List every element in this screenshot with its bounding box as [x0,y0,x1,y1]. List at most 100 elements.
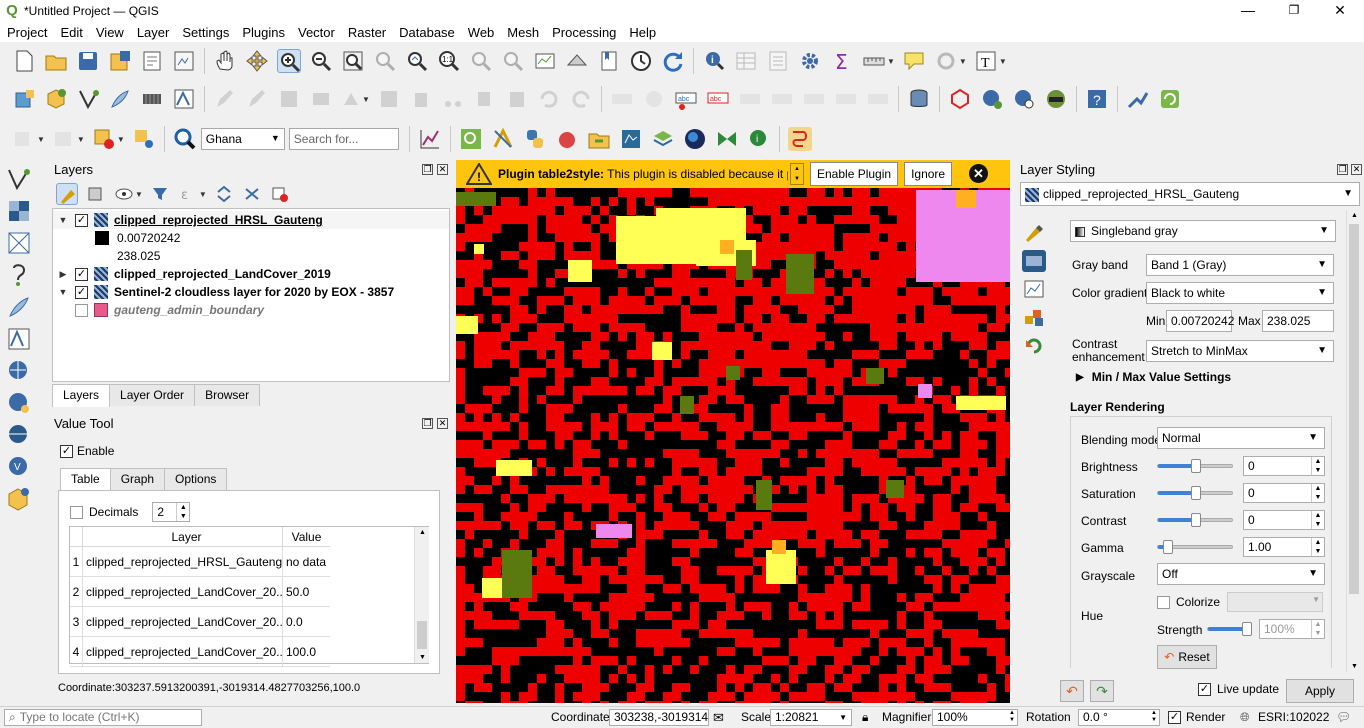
map-tips-icon[interactable] [902,49,926,73]
strength-slider[interactable] [1207,622,1252,636]
layer-visibility-checkbox[interactable]: ✓ [75,285,88,299]
visibility-dropdown-icon[interactable]: ▼ [135,189,143,199]
add-wcs-layer-icon[interactable] [6,422,32,448]
paste-features-icon[interactable] [505,87,529,111]
measure-dropdown-icon[interactable]: ▼ [887,56,895,66]
column-header-value[interactable]: Value [282,527,330,547]
layer-visibility-checkbox[interactable]: ✓ [75,213,88,227]
web-globe-add-icon[interactable] [980,87,1004,111]
expand-all-icon[interactable] [214,184,234,204]
digitize-vertex-icon[interactable] [76,87,100,111]
close-panel-icon[interactable]: ✕ [437,418,448,429]
contrast-slider[interactable] [1157,513,1233,527]
maximize-button[interactable]: ❐ [1288,3,1300,17]
table-cell-value[interactable]: 100.0 [282,637,330,667]
menu-plugins[interactable]: Plugins [242,24,285,40]
spin-arrows-icon[interactable]: ▲ ▼ [1311,538,1324,556]
print-layout-icon[interactable] [140,49,164,73]
table-cell-value[interactable]: 50.0 [282,577,330,607]
annotation-dropdown-icon[interactable]: ▼ [958,56,967,66]
open-attribute-table-icon[interactable] [734,49,758,73]
color-gradient-combo[interactable]: Black to white ▼ [1146,282,1334,304]
deselect-dropdown-icon[interactable]: ▼ [116,134,125,144]
identify-features-icon[interactable]: i [702,49,726,73]
web-globe-search-icon[interactable] [1012,87,1036,111]
georeferencer-icon[interactable] [1126,87,1150,111]
curve-plugin-icon[interactable] [787,127,812,151]
zoom-out-icon[interactable] [309,49,333,73]
spin-arrows-icon[interactable]: ▲ ▼ [1151,710,1157,723]
select-by-value-icon[interactable] [52,127,76,151]
flame-plugin-icon[interactable] [555,127,579,151]
column-header-layer[interactable]: Layer [82,527,290,547]
zoom-layer-icon[interactable] [405,49,429,73]
rotation-spinbox[interactable]: 0.0 ° ▲ ▼ [1078,709,1160,726]
extents-icon[interactable]: ✉ [713,710,724,725]
open-field-calculator-icon[interactable] [766,49,790,73]
reset-button[interactable]: ↶ Reset [1157,645,1217,669]
modify-attributes-icon[interactable] [377,87,401,111]
slider-knob[interactable] [1191,513,1201,527]
scroll-thumb[interactable] [417,621,427,649]
spin-arrows-icon[interactable]: ▲ ▼ [1009,710,1015,723]
add-wfs-layer-icon[interactable] [6,390,32,416]
locator-input[interactable]: ⌕ Type to locate (Ctrl+K) [4,709,202,726]
vertex-tool-icon[interactable] [341,87,361,111]
zoom-full-icon[interactable] [341,49,365,73]
layer-item-hrsl[interactable]: ▼ ✓ clipped_reprojected_HRSL_Gauteng [53,211,449,229]
cut-features-icon[interactable] [441,87,465,111]
layers-stack-icon[interactable] [651,127,675,151]
db-manager-icon[interactable] [907,87,931,111]
zoom-selection-icon[interactable] [373,49,397,73]
pin-labels-icon[interactable] [738,87,762,111]
close-panel-icon[interactable]: ✕ [1351,164,1362,175]
bowtie-plugin-icon[interactable] [715,127,739,151]
table-cell-layer[interactable]: clipped_reprojected_LandCover_20... [82,607,282,637]
float-panel-icon[interactable]: ❐ [1337,164,1348,175]
ignore-button[interactable]: Ignore [904,162,953,186]
menu-vector[interactable]: Vector [297,24,335,40]
enable-checkbox[interactable]: ✓ [60,444,73,458]
close-panel-icon[interactable]: ✕ [437,164,448,175]
menu-help[interactable]: Help [629,24,657,40]
saturation-slider[interactable] [1157,486,1233,500]
scroll-down-icon[interactable]: ▼ [419,654,426,661]
redo-style-icon[interactable]: ↷ [1090,680,1114,702]
scale-combo[interactable]: 1:20821 ▼ [770,709,852,726]
add-wms-layer-icon[interactable] [6,358,32,384]
brightness-slider[interactable] [1157,459,1233,473]
apply-button[interactable]: Apply [1286,679,1354,703]
folder-plugin-icon[interactable] [587,127,611,151]
label-toolbar-icon[interactable] [610,87,634,111]
layer-select-combo[interactable]: clipped_reprojected_HRSL_Gauteng ▼ [1020,182,1360,206]
select-location-icon[interactable] [132,127,156,151]
spin-arrows-icon[interactable]: ▲ ▼ [176,503,189,521]
layer-diagram-icon[interactable]: abc [706,87,730,111]
undo-icon[interactable] [537,87,561,111]
metasearch-icon[interactable] [1044,87,1068,111]
select-dropdown-icon[interactable]: ▼ [37,134,45,144]
table-cell-value[interactable]: 0.0 [282,607,330,637]
layer-item-landcover[interactable]: ▶ ✓ clipped_reprojected_LandCover_2019 [53,265,331,283]
spin-arrows-icon[interactable]: ▲ ▼ [1311,484,1324,502]
collapse-all-icon[interactable] [242,184,262,204]
add-group-icon[interactable] [86,184,106,204]
menu-web[interactable]: Web [467,24,495,40]
float-panel-icon[interactable]: ❐ [422,164,433,175]
render-checkbox[interactable]: ✓ [1168,711,1181,724]
symbology-brush-icon[interactable] [1022,222,1046,244]
spin-arrows-icon[interactable]: ▲ ▼ [1311,457,1324,475]
styling-scrollbar[interactable]: ▲ ▼ [1346,210,1361,672]
search-input[interactable]: Search for... [288,128,399,150]
visibility-eye-icon[interactable] [114,184,134,204]
spin-arrows-icon[interactable]: ▲ ▼ [1311,511,1324,529]
open-project-icon[interactable] [44,49,68,73]
contrast-enhancement-combo[interactable]: Stretch to MinMax ▼ [1146,340,1334,362]
save-edits-icon[interactable] [277,87,301,111]
save-as-icon[interactable] [108,49,132,73]
enable-plugin-button[interactable]: Enable Plugin [810,162,899,186]
grayscale-combo[interactable]: Off ▼ [1157,563,1325,585]
contrast-spinbox[interactable]: 0 ▲ ▼ [1243,510,1325,530]
scroll-thumb[interactable] [1349,224,1359,594]
toggle-editing-icon[interactable] [245,87,269,111]
